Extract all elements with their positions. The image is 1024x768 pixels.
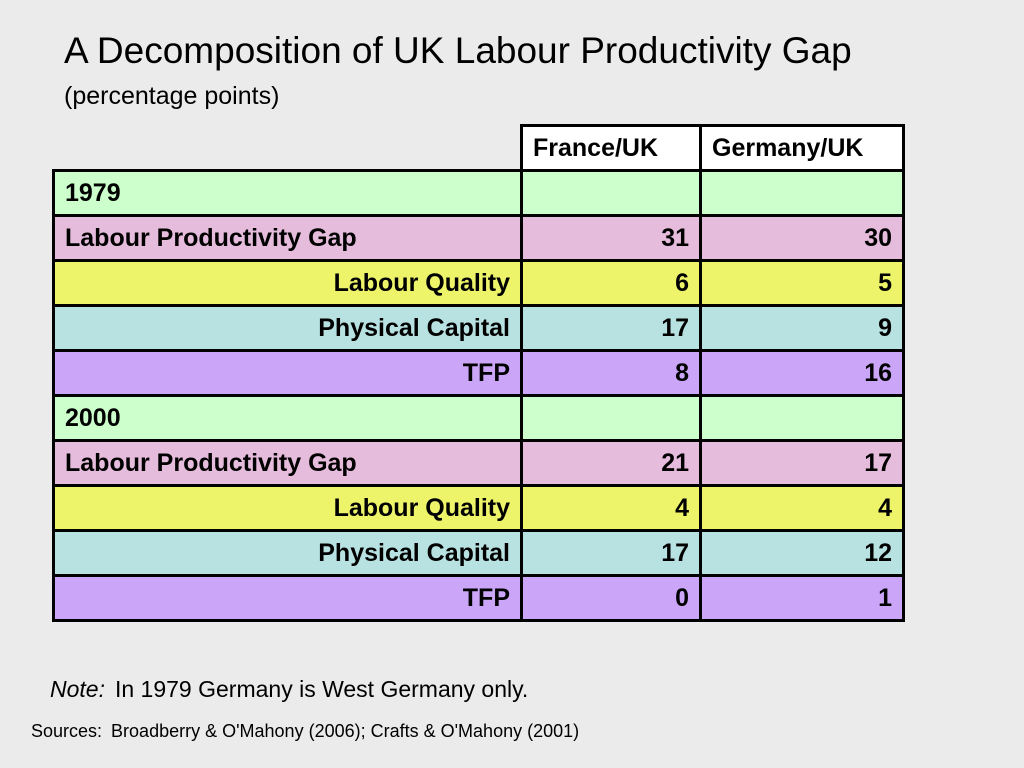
- table-row: TFP 0 1: [52, 574, 905, 622]
- row-label-cell: Physical Capital: [52, 529, 523, 577]
- table-row: Physical Capital 17 9: [52, 304, 905, 352]
- france-uk-value-cell: 17: [520, 304, 702, 352]
- germany-uk-value-cell: 30: [699, 214, 905, 262]
- france-uk-value-cell: 31: [520, 214, 702, 262]
- column-header-germany-uk: Germany/UK: [699, 124, 905, 172]
- france-uk-value-cell: 0: [520, 574, 702, 622]
- table-row: Labour Productivity Gap 31 30: [52, 214, 905, 262]
- slide-subtitle: (percentage points): [64, 82, 280, 110]
- france-uk-value-cell: [520, 169, 702, 217]
- note-label: Note:: [50, 676, 105, 702]
- france-uk-value-cell: 17: [520, 529, 702, 577]
- france-uk-value-cell: [520, 394, 702, 442]
- row-label-cell: Labour Productivity Gap: [52, 439, 523, 487]
- germany-uk-value-cell: 9: [699, 304, 905, 352]
- row-label-cell: TFP: [52, 349, 523, 397]
- slide-title: A Decomposition of UK Labour Productivit…: [64, 30, 852, 71]
- germany-uk-value-cell: 5: [699, 259, 905, 307]
- sources-text: Broadberry & O'Mahony (2006); Crafts & O…: [111, 721, 580, 741]
- sources-label: Sources:: [31, 721, 103, 741]
- table-row: 1979: [52, 169, 905, 217]
- row-label-cell: 2000: [52, 394, 523, 442]
- france-uk-value-cell: 4: [520, 484, 702, 532]
- row-label-cell: Labour Productivity Gap: [52, 214, 523, 262]
- france-uk-value-cell: 6: [520, 259, 702, 307]
- row-label-cell: 1979: [52, 169, 523, 217]
- germany-uk-value-cell: 17: [699, 439, 905, 487]
- row-label-cell: Labour Quality: [52, 484, 523, 532]
- row-label-cell: Physical Capital: [52, 304, 523, 352]
- productivity-table: France/UK Germany/UK 1979 Labour Producti…: [52, 124, 905, 622]
- germany-uk-value-cell: 12: [699, 529, 905, 577]
- table-row: 2000: [52, 394, 905, 442]
- table-row: TFP 8 16: [52, 349, 905, 397]
- table-header-row: France/UK Germany/UK: [54, 124, 905, 172]
- note-text: In 1979 Germany is West Germany only.: [114, 676, 529, 702]
- germany-uk-value-cell: [699, 169, 905, 217]
- france-uk-value-cell: 21: [520, 439, 702, 487]
- table-row: Labour Quality 6 5: [52, 259, 905, 307]
- column-header-france-uk: France/UK: [520, 124, 702, 172]
- germany-uk-value-cell: 16: [699, 349, 905, 397]
- sources: Sources: Broadberry & O'Mahony (2006); Cr…: [31, 721, 579, 742]
- germany-uk-value-cell: 1: [699, 574, 905, 622]
- header-blank-cell: [54, 126, 522, 171]
- germany-uk-value-cell: [699, 394, 905, 442]
- table-row: Physical Capital 17 12: [52, 529, 905, 577]
- row-label-cell: TFP: [52, 574, 523, 622]
- france-uk-value-cell: 8: [520, 349, 702, 397]
- note: Note: In 1979 Germany is West Germany onl…: [50, 676, 528, 703]
- row-label-cell: Labour Quality: [52, 259, 523, 307]
- table-row: Labour Quality 4 4: [52, 484, 905, 532]
- germany-uk-value-cell: 4: [699, 484, 905, 532]
- table-row: Labour Productivity Gap 21 17: [52, 439, 905, 487]
